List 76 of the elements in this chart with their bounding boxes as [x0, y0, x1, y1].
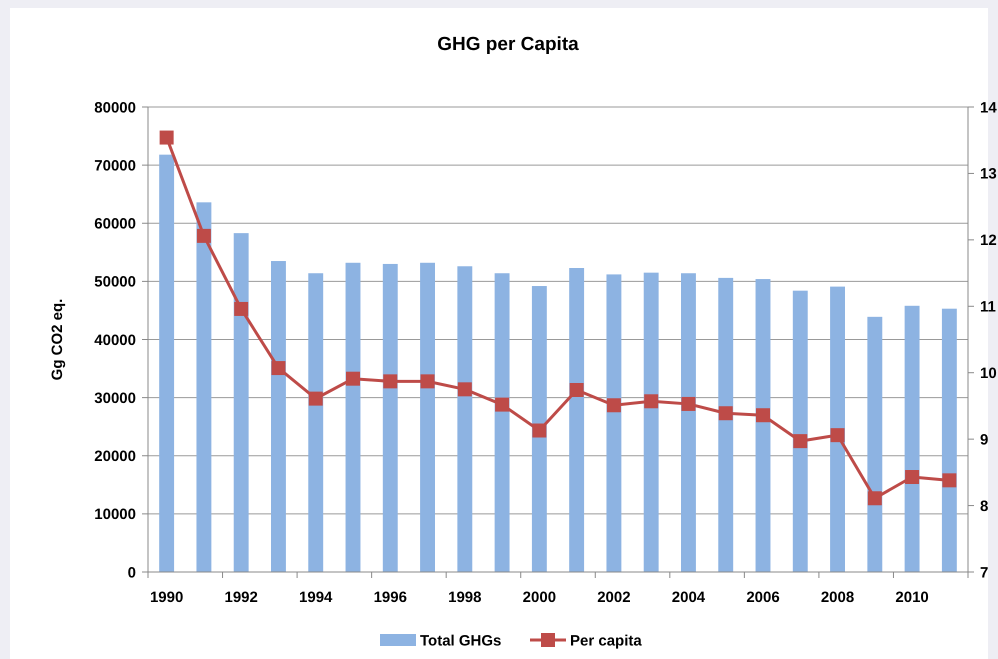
bar: [904, 306, 920, 572]
point: [606, 398, 621, 412]
point: [160, 130, 174, 145]
point: [346, 372, 360, 386]
point: [830, 428, 845, 442]
bar: [532, 286, 547, 572]
y-tick-label: 10000: [94, 506, 136, 524]
bar: [830, 286, 845, 572]
bar: [942, 308, 957, 572]
x-tick-label: 2010: [895, 589, 929, 606]
bar: [606, 274, 622, 572]
bar: [718, 278, 734, 572]
y-tick-label: 40000: [94, 332, 136, 349]
y-tick-label: 60000: [94, 216, 136, 232]
x-tick-label: 1996: [374, 589, 407, 606]
point: [196, 228, 211, 243]
point: [905, 470, 920, 484]
bar: [420, 262, 435, 572]
bar: [308, 273, 324, 572]
point: [420, 374, 435, 388]
y2-tick-label: 13: [980, 166, 997, 183]
bar: [756, 279, 770, 572]
y-tick-label: 20000: [94, 448, 136, 465]
y2-tick-label: 8: [980, 498, 988, 515]
y-tick-label: 80000: [94, 99, 136, 116]
y2-tick-label: 12: [980, 232, 997, 250]
x-tick-label: 1992: [224, 589, 258, 606]
bar: [867, 316, 882, 572]
point: [383, 374, 398, 388]
bar: [494, 273, 510, 572]
point: [644, 394, 658, 408]
y-axis-title: Gg CO2 eq.: [49, 298, 66, 380]
y2-tick-label: 7: [980, 564, 988, 582]
x-tick-label: 1994: [299, 589, 334, 606]
x-tick-label: 1990: [150, 589, 184, 606]
point: [570, 382, 584, 397]
x-tick-label: 2000: [522, 589, 556, 606]
y2-tick-label: 11: [980, 298, 996, 316]
point: [234, 302, 248, 316]
y-tick-label: 0: [128, 564, 136, 582]
bar: [792, 290, 808, 572]
point: [942, 473, 956, 488]
bar: [644, 272, 659, 572]
y-tick-label: 70000: [94, 157, 136, 174]
point: [308, 392, 323, 406]
point: [756, 408, 770, 422]
x-tick-label: 2008: [820, 589, 854, 606]
y2-tick-label: 10: [980, 364, 997, 382]
point: [458, 382, 472, 396]
x-tick-label: 2006: [746, 589, 780, 606]
bar: [382, 264, 398, 572]
point: [793, 434, 808, 448]
x-tick-label: 2002: [597, 589, 631, 606]
point: [868, 491, 882, 506]
y-tick-label: 30000: [94, 390, 136, 407]
point: [532, 424, 546, 438]
point: [271, 361, 286, 376]
point: [681, 396, 696, 411]
x-tick-label: 1998: [448, 589, 482, 606]
point: [495, 398, 510, 412]
x-tick-label: 2004: [672, 589, 706, 606]
y2-tick-label: 14: [980, 99, 998, 116]
legend-label: Per capita: [570, 632, 642, 650]
bar: [346, 262, 360, 572]
bar: [569, 268, 584, 572]
bar: [159, 154, 174, 572]
bar: [234, 233, 249, 572]
legend-label: Total GHGs: [420, 632, 502, 650]
chart-title: GHG per Capita: [437, 34, 580, 55]
point: [718, 406, 733, 420]
bar: [196, 202, 212, 572]
y-tick-label: 50000: [94, 274, 136, 291]
bar: [457, 266, 472, 572]
y2-tick-label: 9: [980, 431, 988, 448]
bar: [271, 261, 286, 572]
bar: [681, 273, 696, 572]
